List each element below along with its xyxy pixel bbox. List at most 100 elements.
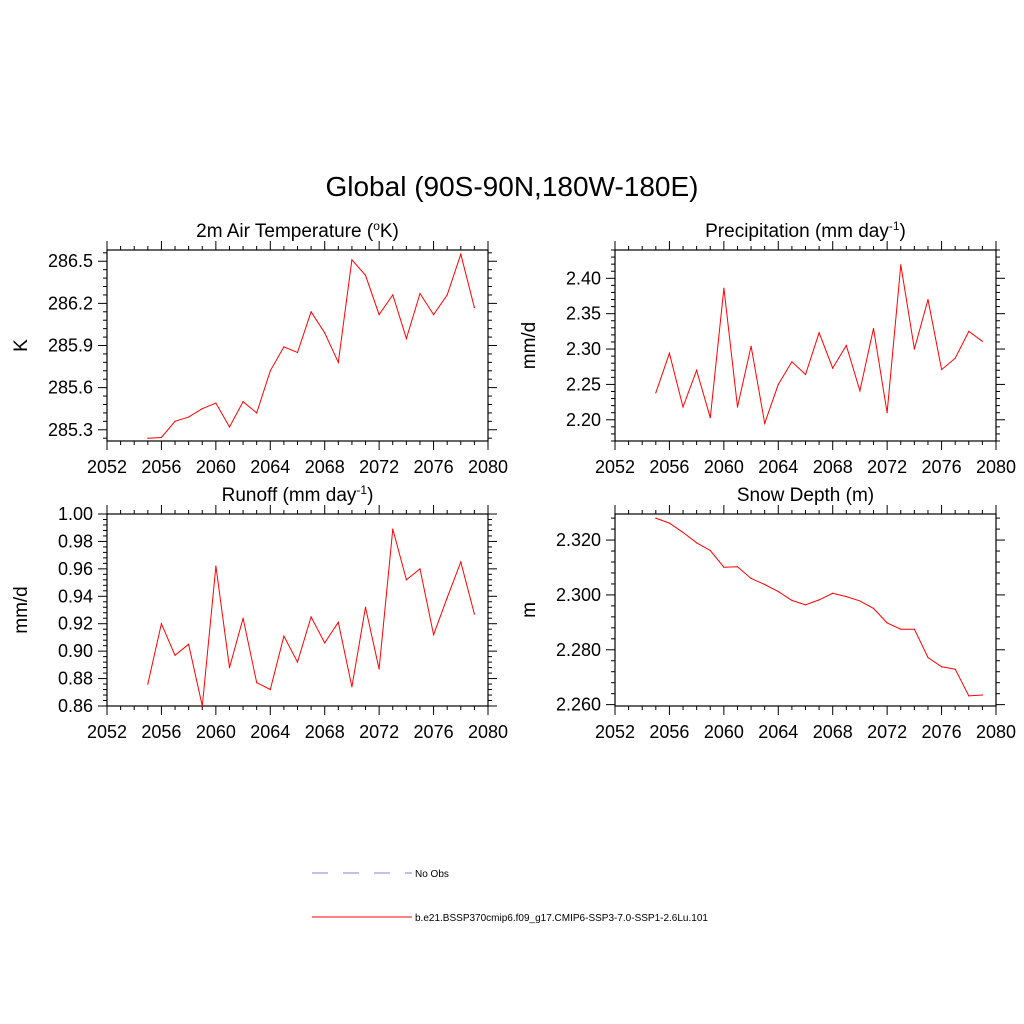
data-point: [859, 600, 861, 602]
data-point: [736, 566, 739, 568]
data-point: [940, 368, 943, 371]
y-tick-label: 285.9: [48, 336, 93, 356]
y-axis-label: K: [11, 339, 32, 352]
y-tick-label: 2.300: [556, 585, 601, 605]
legend-label: b.e21.BSSP370cmip6.f09_g17.CMIP6-SSP3-7.…: [415, 913, 708, 924]
data-point: [269, 688, 271, 691]
data-point: [160, 436, 163, 439]
data-point: [968, 695, 970, 697]
y-tick-label: 2.280: [556, 640, 601, 660]
data-series-line: [655, 264, 983, 426]
x-tick-label: 2052: [595, 457, 635, 477]
data-point: [709, 549, 711, 552]
x-tick-label: 2076: [922, 722, 962, 742]
x-tick-label: 2068: [813, 457, 853, 477]
x-tick-label: 2080: [976, 457, 1016, 477]
data-point: [696, 369, 698, 371]
y-axis-label: mm/d: [11, 586, 32, 634]
y-tick-label: 2.320: [556, 530, 601, 550]
data-point: [256, 682, 258, 684]
data-point: [405, 579, 407, 581]
data-point: [872, 607, 875, 609]
y-tick-label: 2.25: [566, 374, 601, 394]
data-point: [791, 599, 793, 602]
x-tick-label: 2060: [704, 722, 744, 742]
data-series-line: [147, 252, 475, 439]
data-point: [764, 422, 766, 424]
data-point: [655, 517, 657, 519]
data-point: [228, 426, 231, 428]
figure-title: Global (90S-90N,180W-180E): [325, 171, 698, 202]
data-point: [337, 621, 339, 623]
panel-title-text: ): [367, 485, 373, 506]
data-point: [160, 623, 163, 625]
data-point: [859, 390, 861, 392]
data-point: [215, 565, 217, 567]
data-point: [723, 566, 725, 568]
x-tick-label: 2080: [976, 722, 1016, 742]
data-point: [723, 287, 725, 289]
panel-title-superscript: -1: [889, 219, 900, 233]
data-point: [473, 613, 475, 615]
x-tick-label: 2056: [141, 457, 181, 477]
data-point: [147, 437, 149, 439]
data-point: [804, 604, 807, 606]
y-axis-label: m: [519, 602, 540, 618]
data-point: [886, 412, 888, 414]
y-tick-label: 0.98: [58, 531, 93, 551]
data-point: [913, 348, 915, 350]
data-point: [682, 406, 684, 408]
x-tick-label: 2072: [359, 722, 399, 742]
x-tick-label: 2056: [141, 722, 181, 742]
y-tick-label: 285.3: [48, 420, 93, 440]
data-series-line: [147, 528, 475, 707]
data-point: [432, 634, 435, 636]
legend-item: b.e21.BSSP370cmip6.f09_g17.CMIP6-SSP3-7.…: [312, 913, 708, 924]
data-point: [818, 332, 820, 334]
plot-frame: [614, 513, 997, 707]
x-tick-label: 2076: [414, 722, 454, 742]
data-point: [655, 392, 657, 394]
data-point: [378, 314, 380, 316]
chart-panel: 2052 2056 2060 2064 2068 2072 2076 2080 2.260 2.2…: [519, 485, 1016, 742]
data-point: [201, 705, 203, 707]
x-tick-label: 2068: [813, 722, 853, 742]
data-point: [364, 606, 367, 608]
data-point: [446, 597, 448, 599]
data-point: [174, 654, 176, 656]
panel-title-text: Precipitation (mm day: [705, 221, 889, 242]
data-point: [927, 656, 929, 659]
data-point: [709, 417, 711, 419]
x-tick-label: 2068: [305, 457, 345, 477]
x-tick-label: 2064: [758, 722, 798, 742]
data-point: [351, 686, 353, 688]
x-tick-label: 2060: [704, 457, 744, 477]
data-point: [954, 668, 956, 670]
data-point: [750, 577, 752, 580]
chart-panel: 2052 2056 2060 2064 2068 2072 2076 2080 2.20 2.25…: [519, 219, 1016, 477]
x-tick-label: 2072: [867, 722, 907, 742]
data-point: [682, 531, 684, 533]
x-tick-label: 2064: [250, 722, 290, 742]
data-point: [473, 306, 475, 309]
data-point: [310, 311, 312, 313]
data-point: [460, 561, 462, 563]
data-point: [900, 628, 902, 630]
x-tick-label: 2056: [649, 457, 689, 477]
y-tick-label: 0.86: [58, 696, 93, 716]
y-tick-label: 2.20: [566, 410, 601, 430]
data-point: [913, 628, 915, 630]
y-axis-label: mm/d: [519, 322, 540, 370]
panel-title-superscript: -1: [356, 483, 367, 497]
data-point: [832, 592, 834, 594]
x-tick-label: 2068: [305, 722, 345, 742]
panel-title: Snow Depth (m): [737, 485, 874, 506]
x-tick-label: 2072: [359, 457, 399, 477]
data-point: [845, 344, 847, 347]
data-point: [378, 668, 380, 670]
data-point: [201, 408, 203, 410]
data-point: [804, 373, 807, 376]
y-tick-label: 0.88: [58, 669, 93, 689]
data-point: [968, 330, 970, 332]
panel-title: Runoff (mm day-1): [222, 483, 374, 506]
